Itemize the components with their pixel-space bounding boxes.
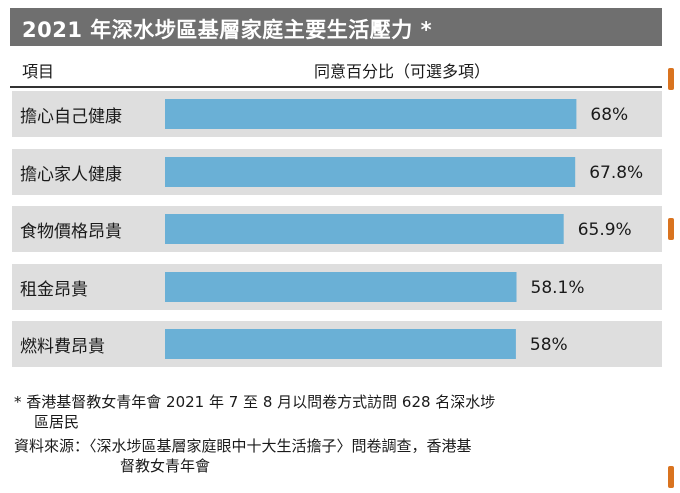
- bar: [165, 329, 516, 359]
- bar-row: 食物價格昂貴 65.9%: [12, 206, 662, 252]
- bar-plot: 68%: [165, 99, 628, 129]
- column-header-row: 項目 同意百分比（可選多項）: [10, 54, 662, 84]
- value-label: 65.9%: [578, 220, 632, 240]
- bar: [165, 214, 564, 244]
- bar-row: 擔心家人健康 67.8%: [12, 148, 662, 195]
- source-line-2: 督教女青年會: [120, 457, 211, 475]
- value-label: 67.8%: [589, 163, 643, 183]
- bar-row: 燃料費昂貴 58%: [12, 321, 662, 367]
- bar-row: 租金昂貴 58.1%: [12, 263, 662, 310]
- bar: [165, 99, 577, 129]
- category-label: 食物價格昂貴: [20, 222, 122, 242]
- header-divider: [10, 86, 662, 88]
- category-label: 擔心家人健康: [20, 164, 122, 185]
- source-line-1: 資料來源：〈深水埗區基層家庭眼中十大生活擔子〉問卷調查，香港基: [14, 437, 472, 455]
- survey-footnote: * 香港基督教女青年會 2021 年 7 至 8 月以問卷方式訪問 628 名深…: [14, 392, 664, 432]
- category-label: 租金昂貴: [20, 279, 88, 300]
- footnote-line-2: 區居民: [34, 413, 80, 431]
- edge-mark-middle: [668, 218, 674, 240]
- value-label: 58.1%: [531, 278, 585, 298]
- category-label: 擔心自己健康: [20, 107, 122, 127]
- value-label: 68%: [590, 105, 628, 125]
- chart-title: 2021 年深水埗區基層家庭主要生活壓力 *: [22, 18, 433, 42]
- column-header-item: 項目: [22, 62, 55, 81]
- bar-row: 擔心自己健康 68%: [12, 91, 662, 137]
- column-header-percentage: 同意百分比（可選多項）: [314, 62, 491, 81]
- bar: [165, 271, 517, 302]
- edge-mark-bottom: [668, 466, 674, 488]
- value-label: 58%: [530, 335, 568, 355]
- title-bar: 2021 年深水埗區基層家庭主要生活壓力 *: [10, 8, 662, 46]
- category-label: 燃料費昂貴: [20, 337, 105, 357]
- edge-mark-top: [668, 68, 674, 90]
- bar-plot: 67.8%: [165, 156, 643, 187]
- footnote-line-1: * 香港基督教女青年會 2021 年 7 至 8 月以問卷方式訪問 628 名深…: [14, 393, 496, 411]
- bar-plot: 58%: [165, 329, 568, 359]
- bar: [165, 156, 576, 187]
- bar-plot: 65.9%: [165, 214, 632, 244]
- data-source: 資料來源：〈深水埗區基層家庭眼中十大生活擔子〉問卷調查，香港基 督教女青年會: [14, 436, 664, 476]
- bar-plot: 58.1%: [165, 271, 585, 302]
